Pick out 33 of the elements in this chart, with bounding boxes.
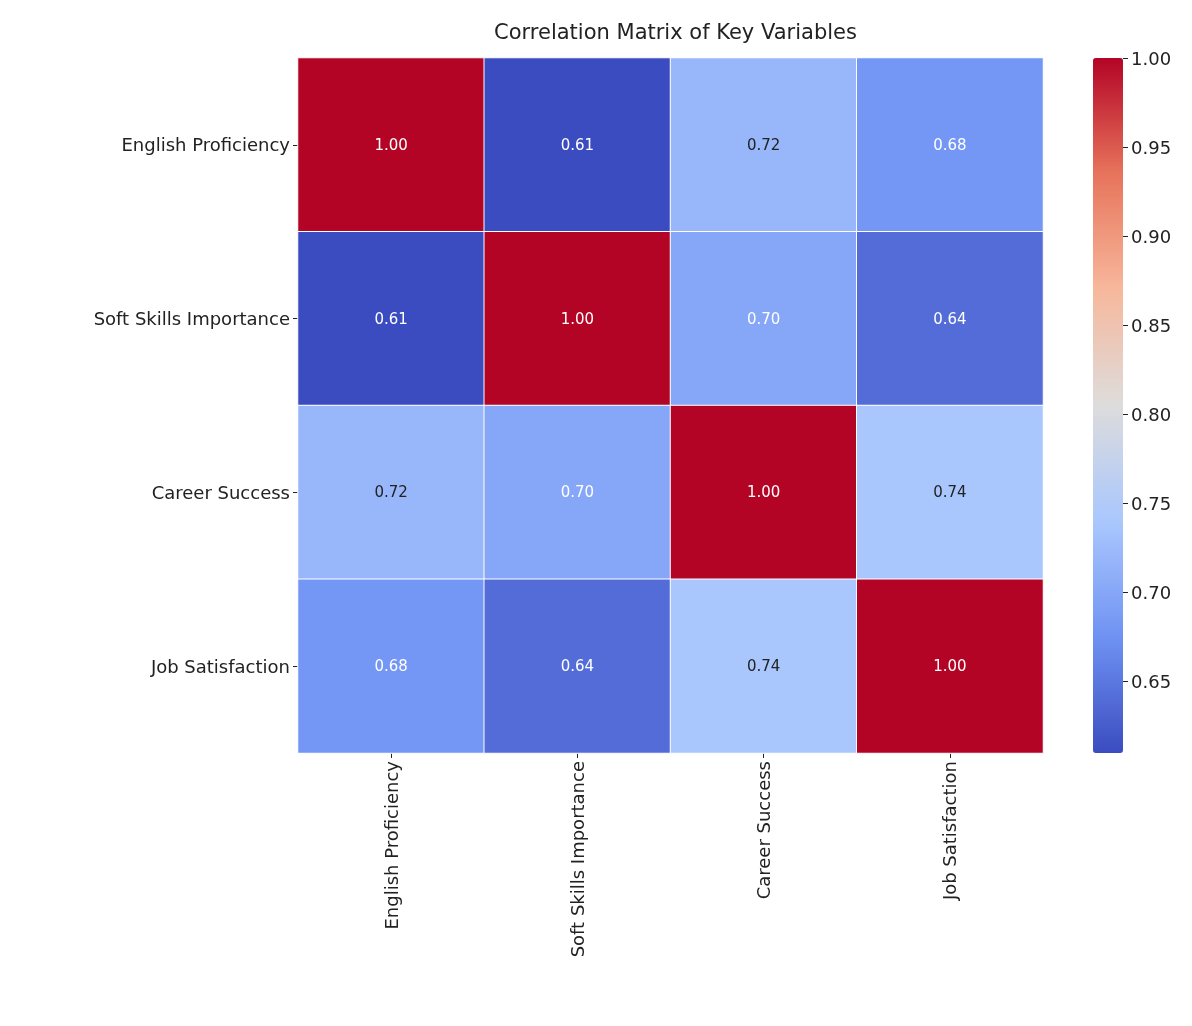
color-bar-label: 0.95	[1131, 136, 1172, 158]
data-label: 0.72	[746, 135, 781, 154]
color-bar-label: 1.00	[1131, 47, 1172, 69]
chart-title: Correlation Matrix of Key Variables	[494, 19, 857, 44]
data-label: 0.72	[374, 483, 408, 502]
color-bar-label: 0.80	[1131, 403, 1172, 425]
data-label: 1.00	[933, 657, 967, 676]
x-tick-label: Job Satisfaction	[939, 761, 961, 902]
data-label: 1.00	[374, 135, 408, 154]
color-bar-label: 0.65	[1131, 671, 1172, 693]
data-label: 1.00	[560, 309, 595, 328]
data-label: 0.74	[933, 483, 967, 502]
y-tick-label: Soft Skills Importance	[93, 308, 290, 330]
x-tick-label: Soft Skills Importance	[566, 761, 588, 958]
color-bar-label: 0.90	[1131, 225, 1172, 247]
color-bar-label: 0.75	[1131, 493, 1172, 515]
data-label: 0.70	[560, 483, 595, 502]
data-label: 0.61	[374, 309, 408, 328]
data-label: 0.74	[746, 657, 781, 676]
data-label: 0.68	[374, 657, 408, 676]
color-bar-label: 0.85	[1131, 314, 1172, 336]
color-bar-label: 0.70	[1131, 582, 1172, 604]
data-label: 0.70	[746, 309, 781, 328]
x-tick-label: English Proficiency	[380, 760, 402, 930]
y-tick-label: Job Satisfaction	[149, 655, 290, 677]
data-label: 0.64	[560, 657, 595, 676]
y-tick-label: English Proficiency	[121, 134, 291, 156]
data-label: 0.68	[933, 135, 967, 154]
data-label: 0.64	[933, 309, 967, 328]
x-tick-label: Career Success	[753, 761, 775, 900]
y-tick-label: Career Success	[151, 481, 290, 503]
data-label: 0.61	[560, 135, 595, 154]
data-label: 1.00	[746, 483, 781, 502]
